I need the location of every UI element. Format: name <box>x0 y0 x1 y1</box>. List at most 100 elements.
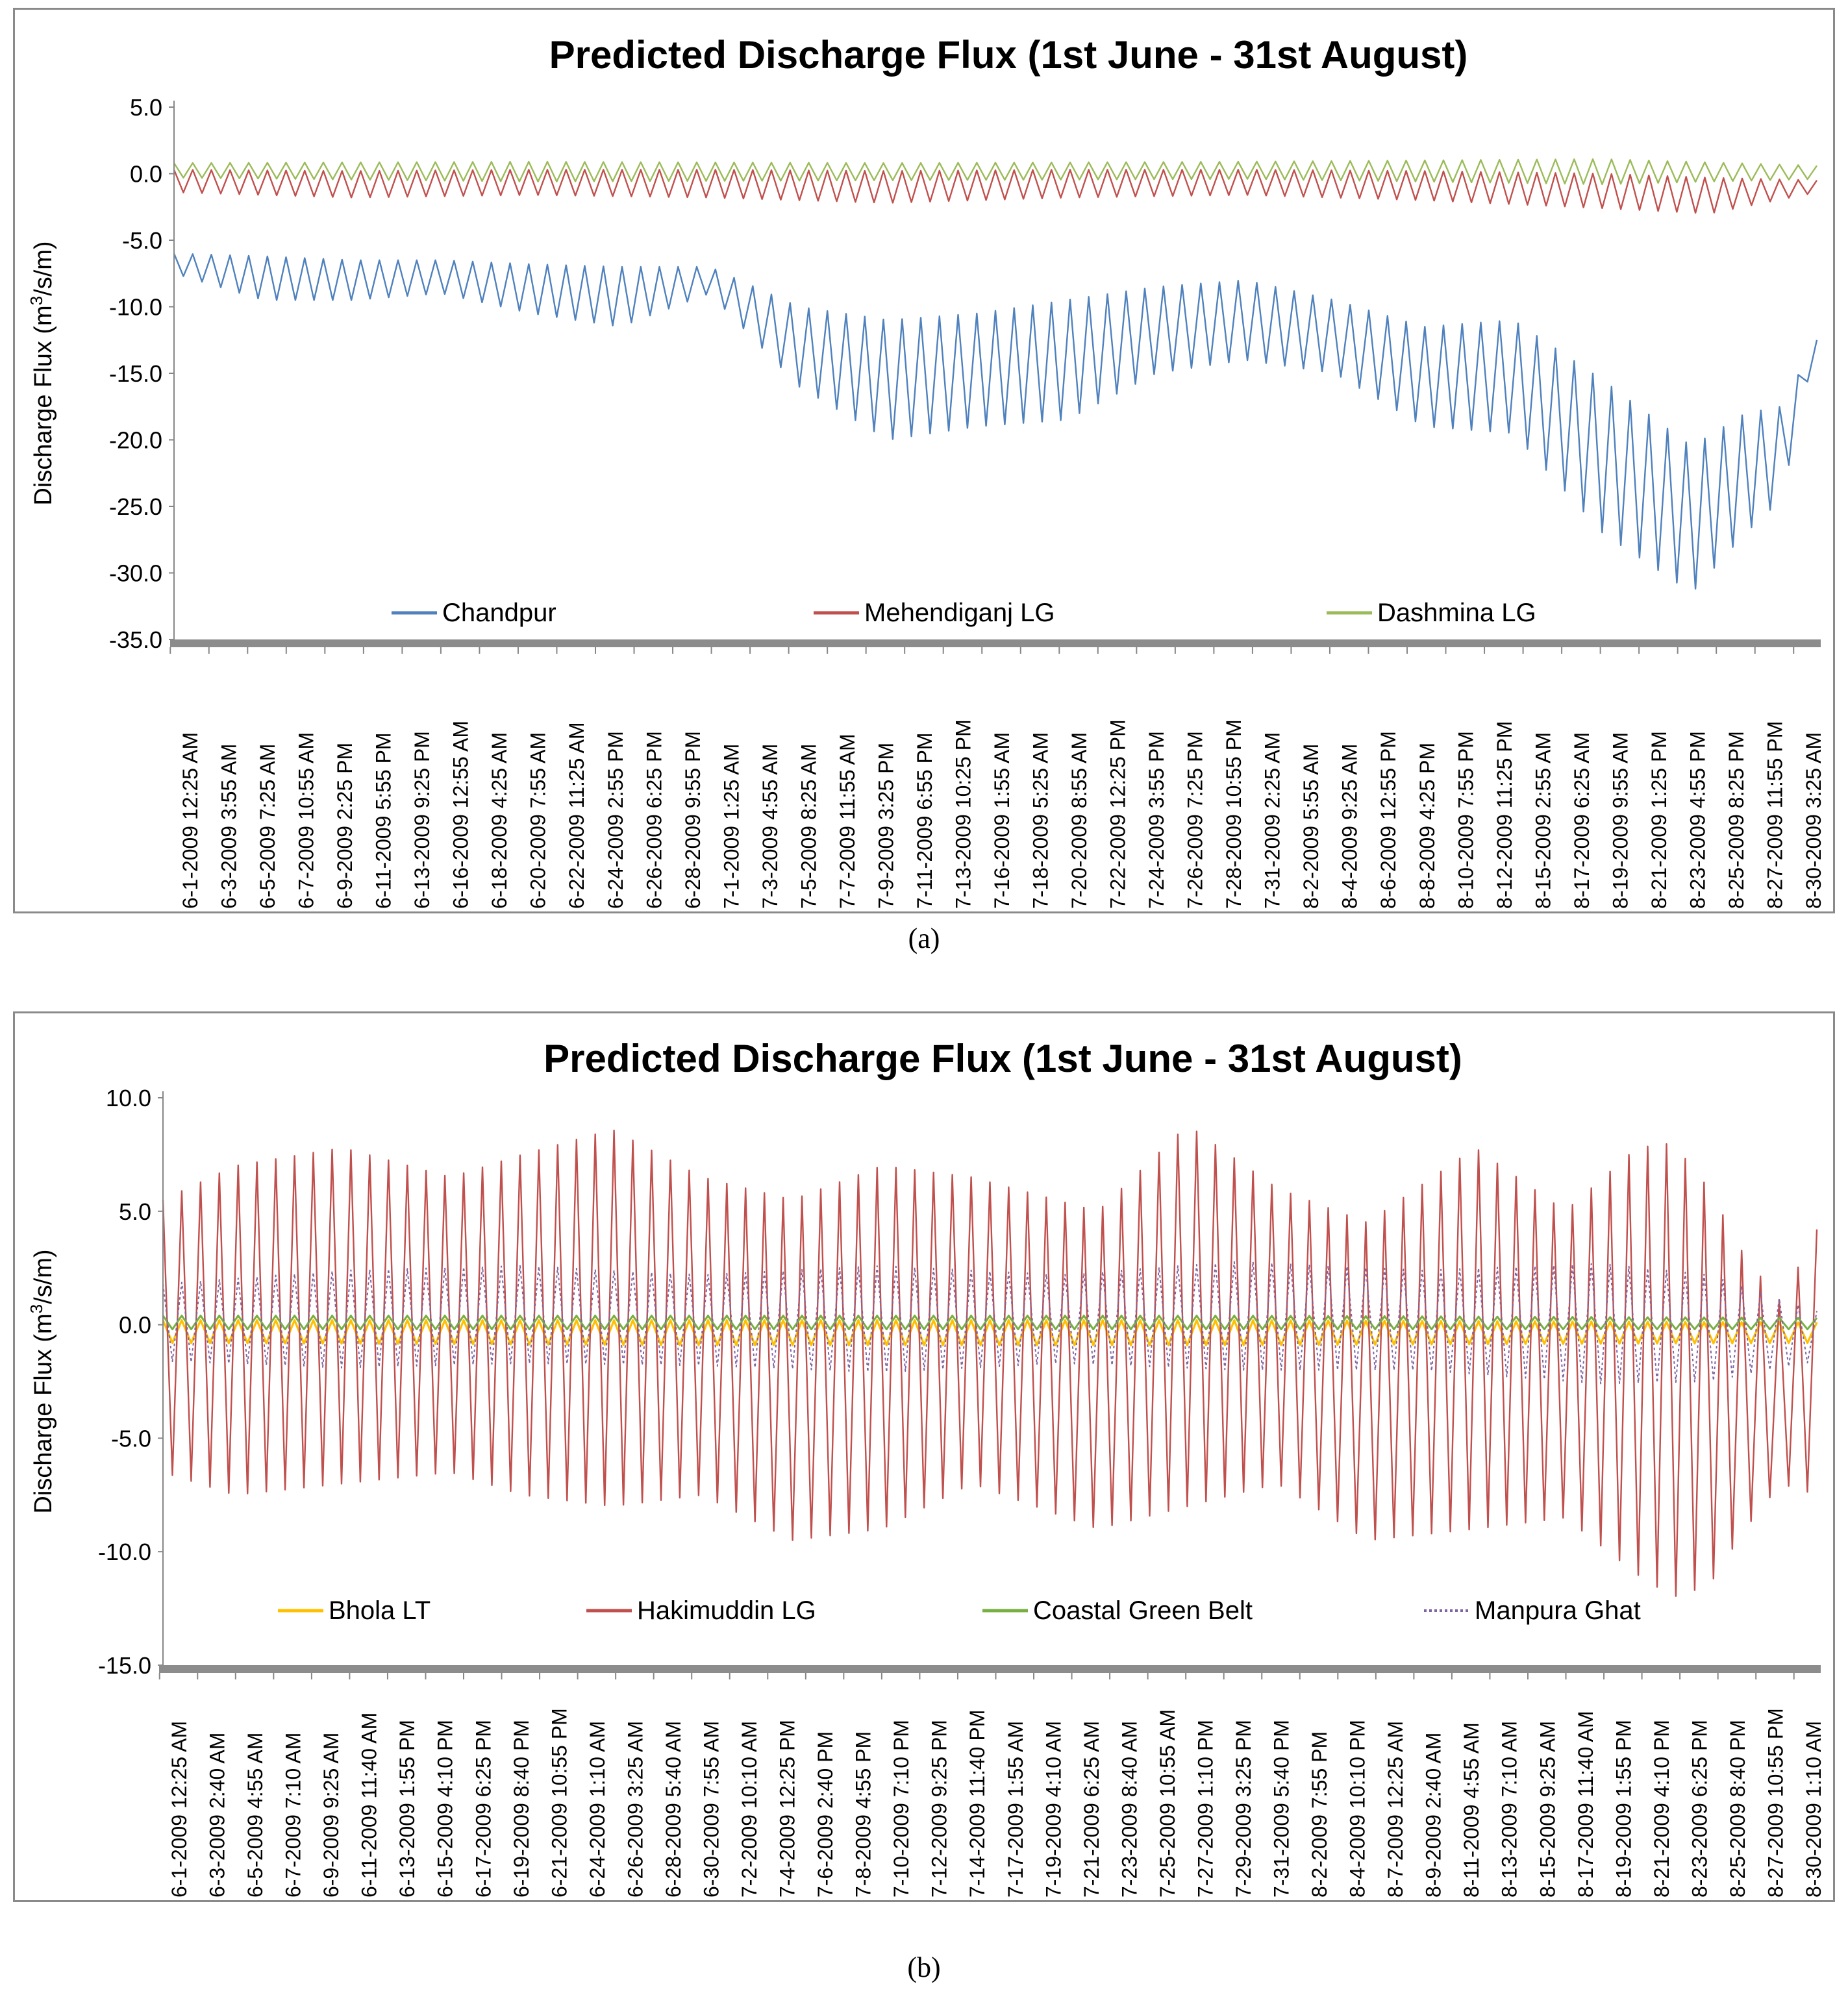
x-tick-label: 8-30-2009 1:10 AM <box>1802 1721 1825 1898</box>
x-tick-label: 6-13-2009 9:25 PM <box>410 731 434 909</box>
x-tick-label: 6-11-2009 5:55 PM <box>372 732 395 909</box>
x-tick-label: 8-21-2009 1:25 PM <box>1647 731 1671 909</box>
x-tick-label: 7-2-2009 10:10 AM <box>738 1721 761 1898</box>
y-tick-label: 10.0 <box>106 1085 151 1111</box>
x-tick-label: 6-18-2009 4:25 AM <box>488 732 511 909</box>
x-tick-label: 8-15-2009 2:55 AM <box>1531 732 1555 909</box>
x-tick-label: 8-17-2009 6:25 AM <box>1570 732 1593 909</box>
y-tick-label: -35.0 <box>109 626 162 653</box>
x-tick-label: 6-26-2009 6:25 PM <box>642 731 666 909</box>
x-tick-label: 8-11-2009 4:55 AM <box>1460 1722 1483 1898</box>
series-line-dashmina-lg <box>173 158 1817 186</box>
chart-a-svg: Predicted Discharge Flux (1st June - 31s… <box>27 33 1825 909</box>
legend-label-dashmina-lg: Dashmina LG <box>1377 599 1536 627</box>
x-tick-label: 8-4-2009 10:10 PM <box>1346 1720 1369 1898</box>
x-tick-label: 7-8-2009 4:55 PM <box>852 1731 875 1898</box>
x-tick-label: 7-7-2009 11:55 AM <box>836 734 859 909</box>
legend-label-chandpur: Chandpur <box>442 599 556 627</box>
x-axis-line <box>159 1665 1821 1673</box>
y-tick-label: -30.0 <box>109 560 162 587</box>
x-tick-label: 6-5-2009 4:55 AM <box>243 1733 267 1898</box>
x-tick-label: 6-3-2009 3:55 AM <box>218 744 241 909</box>
y-tick-label: -15.0 <box>98 1652 151 1679</box>
y-axis-label-main: Discharge Flux (m <box>30 1313 57 1513</box>
x-tick-label: 7-13-2009 10:25 PM <box>951 719 975 909</box>
x-tick-label: 7-6-2009 2:40 PM <box>814 1731 837 1898</box>
x-tick-label: 8-23-2009 6:25 PM <box>1688 1720 1711 1898</box>
x-tick-label: 6-3-2009 2:40 AM <box>206 1733 229 1898</box>
x-tick-label: 7-29-2009 3:25 PM <box>1232 1720 1255 1898</box>
legend-label-coastal-green-belt: Coastal Green Belt <box>1033 1596 1253 1625</box>
x-tick-label: 6-24-2009 2:55 PM <box>604 731 627 909</box>
x-tick-label: 6-15-2009 4:10 PM <box>434 1720 457 1898</box>
chart-panel-a: Predicted Discharge Flux (1st June - 31s… <box>13 8 1835 913</box>
x-tick-label: 8-2-2009 7:55 PM <box>1308 1731 1331 1898</box>
x-tick-label: 7-23-2009 8:40 AM <box>1118 1721 1141 1898</box>
y-tick-label: -15.0 <box>109 360 162 387</box>
x-tick-label: 7-28-2009 10:55 PM <box>1222 719 1245 909</box>
chart-title: Predicted Discharge Flux (1st June - 31s… <box>543 1037 1462 1080</box>
x-tick-label: 6-11-2009 11:40 AM <box>358 1713 381 1898</box>
x-tick-label: 8-17-2009 11:40 AM <box>1574 1711 1597 1898</box>
legend-label-hakimuddin-lg: Hakimuddin LG <box>637 1596 816 1625</box>
x-tick-label: 6-21-2009 10:55 PM <box>547 1708 571 1898</box>
x-tick-label: 8-25-2009 8:25 PM <box>1725 731 1748 909</box>
x-tick-label: 8-12-2009 11:25 PM <box>1493 721 1516 909</box>
x-tick-label: 6-30-2009 7:55 AM <box>699 1721 723 1898</box>
x-tick-label: 6-9-2009 2:25 PM <box>333 743 356 909</box>
x-tick-label: 6-7-2009 10:55 AM <box>295 732 318 909</box>
x-tick-label: 6-24-2009 1:10 AM <box>586 1721 609 1898</box>
chart-b-svg: Predicted Discharge Flux (1st June - 31s… <box>27 1037 1825 1898</box>
x-tick-label: 7-31-2009 5:40 PM <box>1270 1720 1293 1898</box>
x-tick-label: 6-20-2009 7:55 AM <box>527 732 550 909</box>
x-tick-label: 8-4-2009 9:25 AM <box>1338 744 1362 909</box>
x-tick-label: 6-1-2009 12:25 AM <box>168 1721 191 1898</box>
series-line-hakimuddin-lg <box>162 1130 1818 1597</box>
x-tick-label: 7-10-2009 7:10 PM <box>890 1720 913 1898</box>
x-tick-label: 8-27-2009 11:55 PM <box>1763 721 1786 909</box>
x-tick-label: 7-17-2009 1:55 AM <box>1004 1721 1027 1898</box>
x-tick-label: 7-14-2009 11:40 PM <box>966 1710 989 1898</box>
x-tick-label: 7-20-2009 8:55 AM <box>1068 732 1091 909</box>
x-tick-label: 7-31-2009 2:25 AM <box>1261 732 1284 909</box>
x-tick-label: 8-23-2009 4:55 PM <box>1686 731 1709 909</box>
x-tick-label: 8-30-2009 3:25 AM <box>1802 732 1825 909</box>
series-line-mehendiganj-lg <box>173 169 1817 214</box>
x-tick-label: 7-16-2009 1:55 AM <box>990 732 1014 909</box>
x-tick-label: 6-19-2009 8:40 PM <box>510 1720 533 1898</box>
x-tick-label: 8-19-2009 9:55 AM <box>1608 732 1632 909</box>
y-axis-label: Discharge Flux (m3/s/m) <box>27 241 57 505</box>
panel-label-b: (b) <box>907 1951 941 1983</box>
x-tick-label: 7-9-2009 3:25 PM <box>874 743 897 909</box>
series-line-manpura-ghat <box>162 1261 1817 1385</box>
x-tick-label: 6-9-2009 9:25 AM <box>319 1733 343 1898</box>
x-tick-label: 6-5-2009 7:25 AM <box>256 744 279 909</box>
y-axis-label-tail: /s/m) <box>30 241 57 295</box>
x-tick-label: 7-18-2009 5:25 AM <box>1029 732 1053 909</box>
x-tick-label: 7-12-2009 9:25 PM <box>928 1720 951 1898</box>
panel-label-a: (a) <box>908 922 940 954</box>
x-tick-label: 8-7-2009 12:25 AM <box>1384 1721 1407 1898</box>
x-tick-label: 7-24-2009 3:55 PM <box>1145 731 1168 909</box>
legend-label-bhola-lt: Bhola LT <box>329 1596 431 1625</box>
x-tick-label: 7-5-2009 8:25 AM <box>797 744 820 909</box>
x-tick-label: 8-6-2009 12:55 PM <box>1377 731 1400 909</box>
y-axis-label-superscript: 3 <box>27 1304 46 1313</box>
legend-label-manpura-ghat: Manpura Ghat <box>1475 1596 1641 1625</box>
y-tick-label: -10.0 <box>98 1539 151 1565</box>
x-tick-label: 6-28-2009 9:55 PM <box>681 731 705 909</box>
x-tick-label: 8-10-2009 7:55 PM <box>1454 731 1477 909</box>
y-tick-label: 5.0 <box>130 94 162 121</box>
x-tick-label: 7-1-2009 1:25 AM <box>719 744 743 909</box>
legend-label-mehendiganj-lg: Mehendiganj LG <box>864 599 1055 627</box>
x-tick-label: 7-11-2009 6:55 PM <box>913 732 936 909</box>
x-tick-label: 8-2-2009 5:55 AM <box>1299 744 1323 909</box>
x-tick-label: 6-16-2009 12:55 AM <box>449 721 473 909</box>
series-line-chandpur <box>173 253 1818 590</box>
x-tick-label: 7-3-2009 4:55 AM <box>758 744 782 909</box>
y-tick-label: -20.0 <box>109 427 162 454</box>
x-tick-label: 7-4-2009 12:25 PM <box>776 1720 799 1898</box>
y-tick-label: -5.0 <box>111 1425 151 1452</box>
x-tick-label: 8-27-2009 10:55 PM <box>1764 1708 1787 1898</box>
y-axis-label-main: Discharge Flux (m <box>30 305 57 505</box>
